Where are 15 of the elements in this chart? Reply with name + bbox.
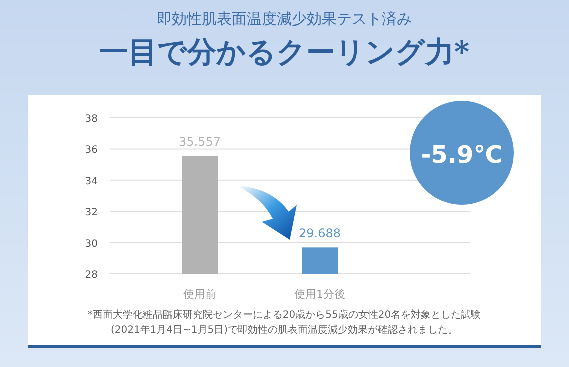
annotation: -5.9℃ <box>421 141 503 169</box>
y-tick-label: 28 <box>85 270 98 281</box>
text: *西面大学化粧品臨床研究院センターによる20歳から55歳の女性20名を対象とした試験 <box>88 309 482 321</box>
chart-subtitle: 即効性肌表面温度減少効果テスト済み <box>157 10 412 28</box>
text: (2021年1月4日~1月5日)で即効性の肌表面温度減少効果が確認されました。 <box>110 324 458 336</box>
y-tick-label: 30 <box>85 238 98 250</box>
y-tick-label: 34 <box>85 176 98 188</box>
data-label: 35.557 <box>179 135 221 150</box>
y-tick-label: 36 <box>85 145 98 156</box>
y-tick-label: 32 <box>85 208 98 219</box>
chart-title: 一目で分かるクーリング力* <box>99 35 470 69</box>
x-tick-label: 使用前 <box>184 288 216 301</box>
data-label: 29.688 <box>299 226 341 241</box>
x-tick-label: 使用1分後 <box>294 288 346 301</box>
y-tick-label: 38 <box>85 114 98 125</box>
